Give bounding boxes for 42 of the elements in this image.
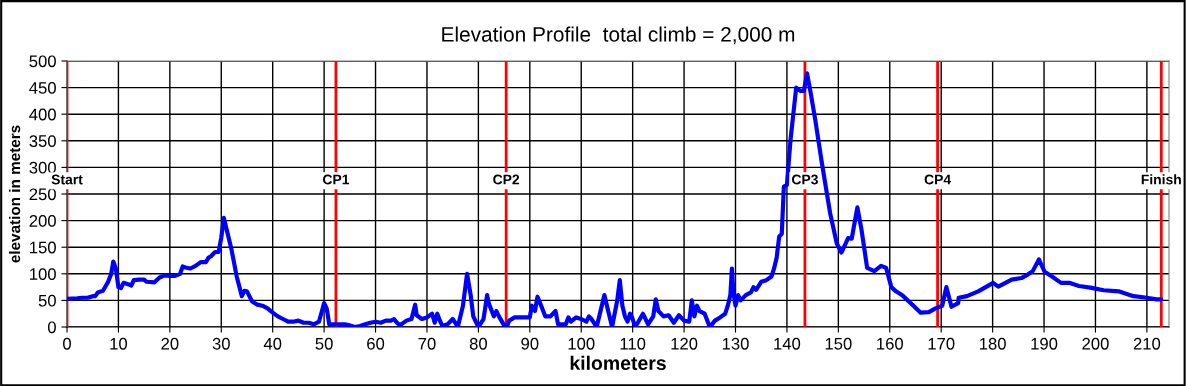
x-tick-label: 150	[825, 337, 852, 350]
x-tick-label: 120	[671, 337, 698, 350]
x-axis-title: kilometers	[570, 355, 666, 371]
chart-title: Elevation Profile total climb = 2,000 m	[442, 26, 795, 45]
x-tick-label: 30	[212, 337, 230, 350]
x-tick-label: 200	[1082, 337, 1109, 350]
x-tick-label: 210	[1133, 337, 1161, 350]
x-tick-label: 20	[161, 337, 179, 350]
ref-line-label: Start	[51, 174, 83, 185]
y-tick-label: 200	[29, 215, 56, 227]
x-tick-label: 90	[521, 337, 539, 350]
x-tick-label: 50	[315, 337, 333, 350]
ref-line-label: CP2	[493, 174, 520, 185]
x-tick-label: 40	[263, 337, 282, 350]
x-tick-label: 70	[418, 337, 436, 350]
y-tick-label: 50	[38, 294, 56, 307]
x-tick-label: 190	[1031, 337, 1058, 350]
x-tick-label: 170	[928, 337, 955, 350]
y-tick-label: 100	[30, 268, 56, 280]
x-tick-label: 160	[877, 337, 904, 350]
ref-line-label: Finish	[1141, 174, 1181, 185]
ref-line-label: CP3	[791, 174, 818, 185]
y-tick-label: 350	[29, 135, 56, 147]
y-tick-label: 500	[29, 55, 56, 68]
y-tick-label: 300	[29, 161, 56, 174]
x-tick-label: 80	[469, 337, 487, 350]
y-tick-label: 450	[29, 82, 56, 94]
y-tick-label: 250	[29, 188, 56, 201]
y-tick-label: 150	[30, 241, 56, 254]
x-tick-label: 0	[63, 337, 71, 350]
ref-line-label: CP4	[924, 174, 952, 185]
x-tick-label: 140	[774, 337, 801, 350]
y-tick-label: 400	[29, 108, 56, 121]
y-tick-label: 0	[47, 321, 56, 334]
x-tick-label: 10	[110, 337, 128, 350]
x-tick-label: 100	[568, 337, 595, 350]
x-tick-label: 180	[979, 337, 1006, 350]
x-tick-label: 110	[620, 337, 646, 350]
x-tick-label: 130	[722, 337, 749, 350]
y-axis-title: elevation in meters	[8, 125, 21, 263]
x-tick-label: 60	[367, 337, 385, 350]
ref-line-label: CP1	[323, 174, 350, 185]
